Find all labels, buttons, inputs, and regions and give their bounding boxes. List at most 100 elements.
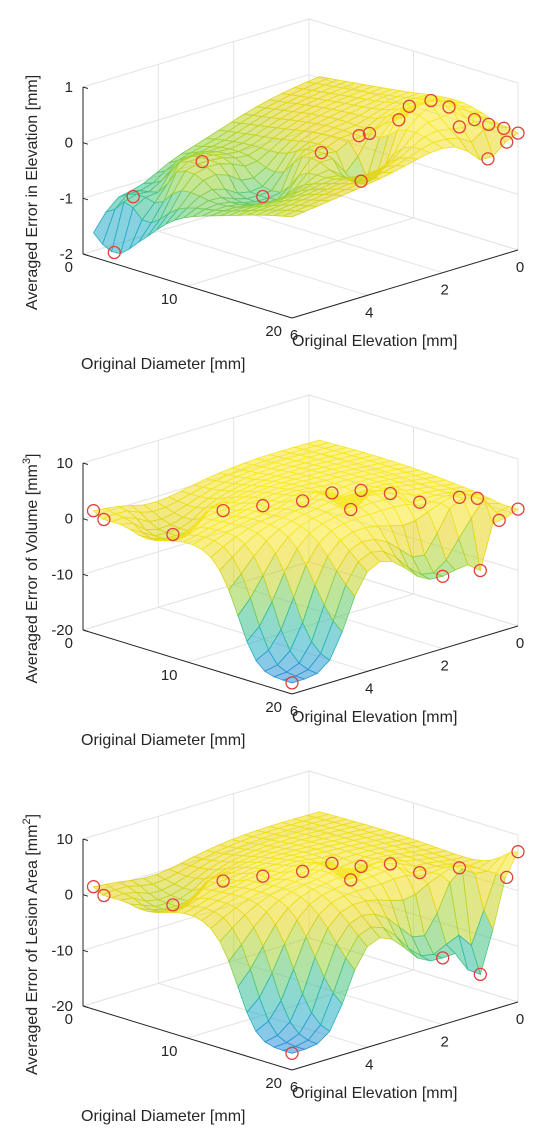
data-point-marker	[107, 245, 121, 260]
y-tick-label: 4	[365, 680, 373, 697]
data-point-marker	[467, 112, 482, 127]
data-point-marker	[97, 888, 111, 903]
z-tick-label: -20	[51, 622, 73, 639]
data-point-marker	[354, 483, 368, 498]
data-point-marker	[354, 859, 368, 874]
surface-mesh	[92, 811, 519, 1054]
data-point-marker	[500, 135, 514, 149]
y-tick-label: 2	[440, 1034, 448, 1051]
z-tick-label: 10	[56, 455, 73, 472]
data-point-marker	[86, 504, 101, 518]
data-point-marker	[166, 527, 180, 542]
y-axis-label: Original Elevation [mm]	[292, 709, 457, 726]
z-tick-label: 0	[65, 511, 73, 528]
data-markers	[86, 845, 525, 1060]
data-point-marker	[413, 495, 427, 509]
data-point-marker	[256, 869, 270, 883]
y-tick-label: 2	[440, 282, 448, 299]
data-point-marker	[452, 120, 467, 134]
data-point-marker	[500, 870, 514, 885]
data-point-marker	[470, 491, 485, 505]
y-tick-label: 6	[290, 703, 298, 720]
data-point-marker	[362, 126, 377, 141]
x-axis-line	[82, 253, 293, 319]
data-point-marker	[436, 951, 450, 965]
surface-mesh	[92, 439, 519, 684]
z-tick-label: -20	[51, 998, 73, 1015]
data-point-marker	[354, 174, 368, 188]
surface-cell	[495, 851, 519, 879]
y-axis-line	[291, 249, 519, 319]
data-point-marker	[352, 129, 366, 143]
data-point-marker	[473, 967, 487, 982]
z-tick-label: 1	[65, 79, 73, 96]
data-point-marker	[392, 113, 406, 127]
data-point-marker	[325, 856, 339, 870]
data-point-marker	[452, 490, 467, 504]
data-point-marker	[492, 513, 506, 527]
data-point-marker	[452, 861, 467, 875]
data-point-marker	[481, 152, 495, 166]
y-axis-line	[291, 625, 519, 695]
z-axis-label: Averaged Error of Volume [mm3]	[21, 454, 41, 684]
data-point-marker	[511, 502, 525, 516]
chart-panel-volume: -20 -10 0 10 0 10 20 6 4 2 0 Averaged Error of Volu…	[0, 376, 534, 752]
y-tick-label: 0	[516, 259, 524, 276]
data-point-marker	[97, 512, 111, 527]
x-axis-label: Original Diameter [mm]	[81, 732, 245, 749]
data-point-marker	[497, 121, 511, 135]
data-point-marker	[295, 864, 310, 878]
z-tick-label: 0	[65, 887, 73, 904]
x-tick-label: 10	[161, 667, 178, 684]
x-tick-label: 20	[265, 1075, 282, 1092]
x-axis-line	[82, 1005, 293, 1071]
x-axis-label: Original Diameter [mm]	[81, 356, 245, 373]
y-axis-label: Original Elevation [mm]	[292, 1085, 457, 1102]
data-point-marker	[436, 569, 450, 583]
data-point-marker	[442, 100, 456, 114]
data-markers	[86, 483, 525, 690]
x-tick-label: 10	[161, 1043, 178, 1060]
y-tick-label: 4	[365, 1056, 373, 1073]
data-point-marker	[285, 1046, 299, 1060]
data-point-marker	[216, 503, 230, 518]
data-point-marker	[256, 499, 270, 513]
data-point-marker	[402, 99, 416, 113]
y-tick-label: 6	[290, 1079, 298, 1096]
x-tick-label: 0	[65, 259, 73, 276]
y-tick-label: 4	[365, 304, 373, 321]
data-point-marker	[511, 126, 525, 140]
x-axis-label: Original Diameter [mm]	[81, 1108, 245, 1125]
data-point-marker	[473, 563, 487, 578]
y-tick-label: 0	[516, 635, 524, 652]
x-tick-label: 20	[265, 699, 282, 716]
z-tick-label: 10	[56, 831, 73, 848]
data-markers	[107, 93, 525, 260]
data-point-marker	[314, 145, 329, 160]
data-point-marker	[424, 93, 438, 108]
surface-mesh	[93, 76, 519, 255]
z-axis-label: Averaged Error in Elevation [mm]	[24, 75, 41, 310]
x-tick-label: 20	[265, 323, 282, 340]
y-tick-label: 0	[516, 1011, 524, 1028]
data-point-marker	[383, 486, 398, 501]
data-point-marker	[344, 873, 358, 887]
y-tick-label: 6	[290, 327, 298, 344]
x-tick-label: 0	[65, 635, 73, 652]
chart-panel-elevation: -2 -1 0 1 0 10 20 6 4 2 0 Averaged Error in Elevati…	[0, 0, 534, 376]
x-tick-label: 10	[161, 291, 178, 308]
data-point-marker	[413, 865, 427, 880]
data-point-marker	[383, 857, 398, 871]
data-point-marker	[216, 874, 230, 888]
z-tick-label: -10	[51, 566, 73, 583]
z-tick-label: -2	[60, 246, 73, 263]
data-point-marker	[325, 486, 339, 500]
data-point-marker	[195, 154, 209, 169]
data-point-marker	[126, 190, 140, 204]
data-point-marker	[285, 676, 299, 690]
z-tick-label: 0	[65, 135, 73, 152]
y-axis-label: Original Elevation [mm]	[292, 333, 457, 350]
